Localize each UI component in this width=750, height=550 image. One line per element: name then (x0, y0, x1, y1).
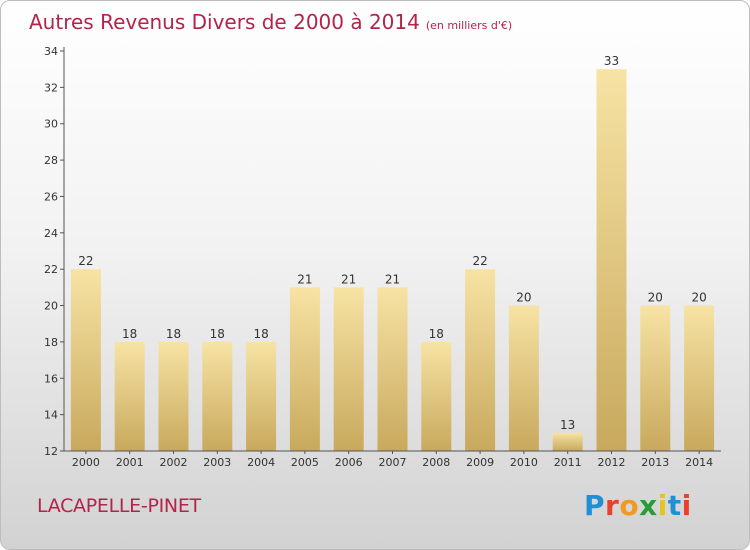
x-tick-label: 2013 (641, 456, 669, 469)
logo-letter: i (681, 489, 692, 522)
x-tick-label: 2012 (598, 456, 626, 469)
x-tick-label: 2001 (116, 456, 144, 469)
y-tick-label: 18 (44, 336, 58, 349)
data-label: 18 (429, 327, 444, 341)
bar (640, 305, 671, 451)
data-label: 13 (560, 418, 575, 432)
logo-letter: i (657, 489, 668, 522)
data-label: 22 (78, 254, 93, 268)
y-tick-label: 30 (44, 118, 58, 131)
chart-title: Autres Revenus Divers de 2000 à 2014 (en … (29, 10, 513, 34)
x-tick-label: 2008 (422, 456, 450, 469)
x-tick-label: 2009 (466, 456, 494, 469)
unit-label: (en milliers d'€) (425, 19, 513, 32)
bar (114, 341, 145, 451)
logo-letter: o (619, 489, 640, 522)
logo-letter: r (605, 489, 620, 522)
data-label: 18 (210, 327, 225, 341)
x-tick-label: 2005 (291, 456, 319, 469)
data-label: 20 (691, 291, 706, 305)
proxiti-logo: Proxiti (584, 489, 692, 522)
y-tick-label: 14 (44, 409, 58, 422)
data-label: 20 (516, 291, 531, 305)
logo-letter: P (584, 489, 606, 522)
bar (246, 341, 277, 451)
x-tick-label: 2006 (335, 456, 363, 469)
data-label: 22 (472, 254, 487, 268)
data-label: 18 (166, 327, 181, 341)
y-tick-label: 34 (44, 45, 58, 58)
bar (421, 341, 452, 451)
bar (202, 341, 233, 451)
bar (158, 341, 189, 451)
x-tick-label: 2003 (203, 456, 231, 469)
data-label: 21 (341, 272, 356, 286)
x-tick-label: 2014 (685, 456, 713, 469)
y-tick-label: 24 (44, 227, 58, 240)
logo-letter: t (667, 489, 682, 522)
data-label: 21 (297, 272, 312, 286)
x-tick-label: 2000 (72, 456, 100, 469)
y-tick-label: 12 (44, 445, 58, 458)
bar (465, 269, 496, 451)
bar (377, 287, 408, 451)
bar (333, 287, 364, 451)
x-tick-label: 2004 (247, 456, 275, 469)
data-label: 21 (385, 272, 400, 286)
bar (70, 269, 101, 451)
y-tick-label: 26 (44, 190, 58, 203)
x-tick-label: 2002 (160, 456, 188, 469)
bar (289, 287, 320, 451)
bar (684, 305, 715, 451)
data-label: 18 (253, 327, 268, 341)
data-label: 33 (604, 54, 619, 68)
data-label: 18 (122, 327, 137, 341)
bar (552, 432, 583, 451)
y-tick-label: 28 (44, 154, 58, 167)
y-tick-label: 16 (44, 372, 58, 385)
y-tick-label: 32 (44, 81, 58, 94)
data-label: 20 (648, 291, 663, 305)
y-tick-label: 20 (44, 300, 58, 313)
x-tick-label: 2007 (379, 456, 407, 469)
x-tick-label: 2011 (554, 456, 582, 469)
x-tick-label: 2010 (510, 456, 538, 469)
y-tick-label: 22 (44, 263, 58, 276)
bar (596, 69, 627, 451)
bar (508, 305, 539, 451)
commune-name: LACAPELLE-PINET (37, 495, 201, 517)
logo-letter: x (639, 489, 658, 522)
